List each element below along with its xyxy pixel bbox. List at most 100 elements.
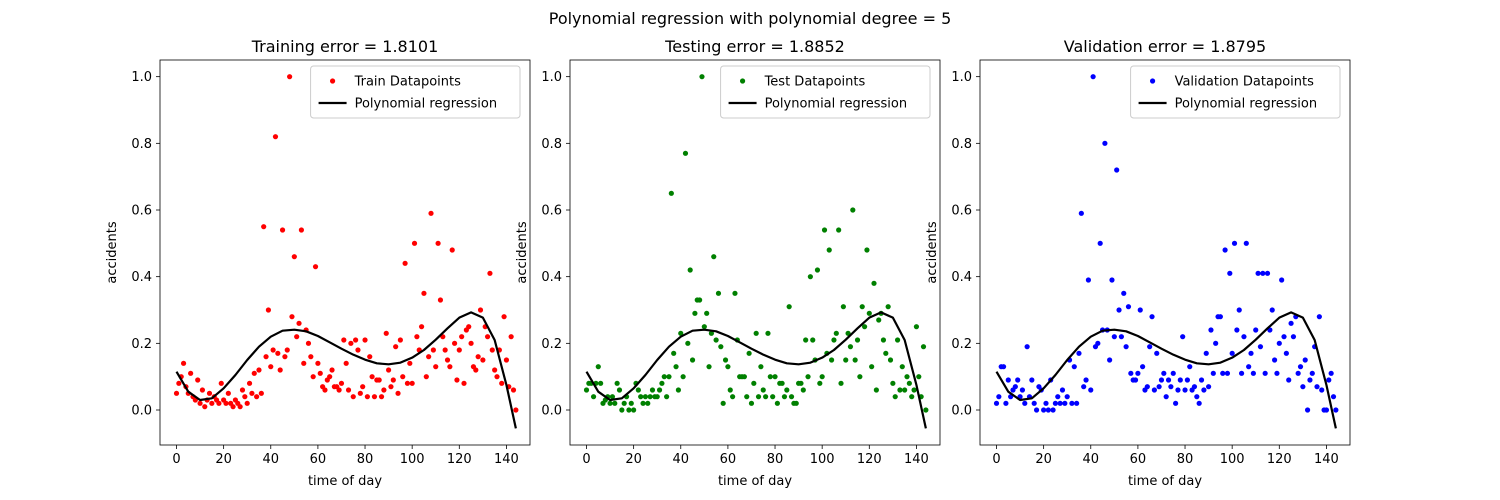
data-point	[1246, 364, 1252, 370]
data-point	[673, 364, 679, 370]
data-point	[317, 370, 323, 376]
subplot-title: Testing error = 1.8852	[664, 37, 845, 56]
data-point	[1206, 384, 1212, 390]
data-point	[459, 334, 465, 340]
data-point	[635, 387, 641, 393]
data-point	[1059, 387, 1066, 393]
regression-line	[175, 311, 517, 429]
x-tick-label: 0	[992, 452, 1000, 467]
data-point	[784, 387, 790, 393]
legend-box	[720, 65, 931, 119]
data-point	[810, 337, 816, 343]
legend: Validation Datapoints Polynomial regressi…	[1130, 65, 1341, 119]
data-point	[770, 394, 776, 400]
x-tick-label: 0	[582, 452, 590, 467]
data-point	[1194, 394, 1200, 400]
data-point	[1156, 384, 1162, 390]
data-point	[781, 394, 788, 400]
data-point	[308, 354, 314, 360]
data-point	[1118, 334, 1124, 340]
data-point	[1043, 400, 1049, 406]
data-point	[1090, 74, 1096, 80]
data-point	[1154, 350, 1160, 356]
data-point	[744, 394, 750, 400]
data-point	[1177, 377, 1183, 383]
data-point	[1182, 387, 1188, 393]
data-point	[755, 394, 762, 400]
x-tick-label: 20	[1035, 452, 1052, 467]
data-point	[1045, 407, 1051, 413]
data-point	[906, 380, 912, 386]
legend: Test Datapoints Polynomial regression	[720, 65, 931, 119]
data-point	[341, 337, 347, 343]
data-point	[383, 330, 389, 336]
data-point	[779, 380, 785, 386]
regression-line	[995, 311, 1337, 429]
data-point	[654, 394, 660, 400]
data-point	[647, 394, 653, 400]
data-point	[376, 377, 382, 383]
y-tick-label: 1.0	[541, 70, 562, 85]
data-point	[256, 367, 262, 373]
data-point	[1158, 377, 1165, 383]
legend-label-regression: Polynomial regression	[1175, 97, 1318, 112]
data-point	[284, 347, 290, 353]
data-point	[1081, 384, 1087, 390]
data-point	[1234, 327, 1240, 333]
data-point	[1064, 394, 1070, 400]
data-point	[390, 377, 396, 383]
data-point	[1319, 387, 1325, 393]
data-point	[1095, 340, 1101, 346]
data-point	[708, 330, 715, 336]
data-point	[883, 350, 889, 356]
data-point	[1062, 400, 1068, 406]
data-point	[218, 380, 224, 386]
data-point	[1316, 314, 1322, 320]
data-point	[1052, 400, 1059, 406]
data-point	[1253, 327, 1259, 333]
data-point	[701, 324, 707, 330]
data-point	[706, 364, 712, 370]
data-point	[239, 387, 246, 393]
data-point	[715, 290, 722, 296]
data-point	[642, 394, 649, 400]
data-point	[494, 374, 500, 380]
x-tick-label: 100	[1220, 452, 1245, 467]
data-point	[461, 380, 467, 386]
data-point	[1076, 350, 1082, 356]
data-point	[407, 360, 413, 366]
data-point	[1033, 407, 1040, 413]
data-point	[447, 364, 453, 370]
data-point	[1208, 327, 1214, 333]
data-point	[355, 347, 361, 353]
data-point	[371, 394, 378, 400]
data-point	[1198, 377, 1205, 383]
data-point	[230, 404, 236, 410]
legend-label-datapoints: Test Datapoints	[764, 75, 866, 90]
axes-frame	[979, 59, 1351, 446]
data-point	[301, 360, 307, 366]
data-point	[173, 390, 180, 396]
data-point	[1107, 357, 1113, 363]
data-point	[322, 387, 328, 393]
plot-area	[583, 74, 929, 429]
data-point	[1083, 377, 1089, 383]
data-point	[664, 394, 670, 400]
data-point	[753, 330, 759, 336]
data-point	[503, 357, 510, 363]
data-point	[821, 227, 828, 233]
data-point	[1003, 400, 1009, 406]
x-tick-label: 60	[1130, 452, 1147, 467]
x-tick-label: 60	[310, 452, 327, 467]
data-point	[1069, 400, 1075, 406]
data-point	[692, 310, 698, 316]
data-point	[329, 367, 335, 373]
data-point	[628, 400, 634, 406]
data-point	[282, 354, 288, 360]
data-point	[687, 267, 693, 273]
data-point	[668, 190, 674, 196]
data-point	[864, 247, 870, 253]
data-point	[852, 357, 858, 363]
data-point	[216, 400, 222, 406]
data-point	[404, 380, 411, 386]
